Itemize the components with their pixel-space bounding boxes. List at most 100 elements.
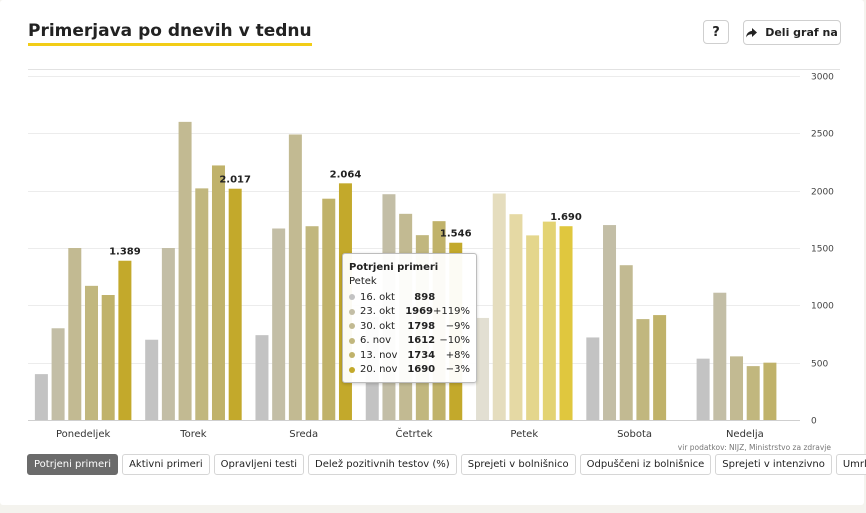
bar [255,335,269,420]
data-label: 2.064 [330,169,362,180]
x-tick-label: Torek [179,429,207,440]
bar [476,317,490,420]
x-tick-label: Sreda [289,429,318,440]
share-arrow-icon [746,27,758,37]
tooltip-row-label: 23. okt [360,306,395,318]
bar [68,248,82,420]
bar [526,235,540,420]
data-label: 2.017 [219,175,251,186]
tooltip-row-label: 20. nov [360,364,398,376]
share-button-label: Deli graf na [765,26,838,39]
tooltip-row-change: −10% [439,335,470,347]
metric-tabs: Potrjeni primeri Aktivni primeri Opravljen… [27,454,866,475]
y-tick-label: 1500 [811,245,834,255]
metric-tab[interactable]: Odpuščeni iz bolnišnice [579,454,712,475]
bar [746,366,760,420]
bar [228,188,242,420]
bar [636,319,650,420]
bar [559,226,573,420]
data-label: 1.690 [550,212,582,223]
y-tick-label: 2500 [811,130,834,140]
bar [713,292,727,420]
chart-tooltip: Potrjeni primeri Petek 16. okt 898 23. okt… [342,253,477,383]
tooltip-row-value: 1798 [407,320,436,332]
x-tick-label: Četrtek [395,427,432,440]
bar [161,248,175,420]
bar [492,193,506,420]
tooltip-row-label: 6. nov [360,335,392,347]
legend-dot-icon [349,323,355,330]
bar [542,221,556,420]
tooltip-row: 20. nov 1690 −3% [349,363,470,378]
bar [272,228,286,420]
tooltip-row-change: +119% [433,306,470,318]
tooltip-row: 30. okt 1798 −9% [349,319,470,334]
bar [586,337,600,420]
x-tick-label: Sobota [617,429,652,440]
tooltip-row: 6. nov 1612 −10% [349,334,470,349]
bar [84,285,98,420]
legend-dot-icon [349,352,355,359]
tooltip-day: Petek [349,276,377,287]
x-tick-label: Ponedeljek [56,429,110,440]
bar [101,295,115,420]
y-tick-label: 2000 [811,188,834,198]
help-button[interactable]: ? [703,20,729,44]
bar [288,134,302,421]
bar [145,339,159,420]
bar [653,315,667,420]
share-button[interactable]: Deli graf na [743,20,841,45]
bar [509,214,523,420]
bar [178,121,192,420]
y-tick-label: 0 [811,417,817,427]
metric-tab[interactable]: Opravljeni testi [213,454,305,475]
tooltip-row: 23. okt 1969 +119% [349,305,470,320]
x-tick-label: Nedelja [726,429,764,440]
metric-tab[interactable]: Delež pozitivnih testov (%) [308,454,457,475]
bar [195,188,209,420]
metric-tab[interactable]: Sprejeti v bolnišnico [460,454,576,475]
chart-title: Primerjava po dnevih v tednu [28,20,312,46]
legend-dot-icon [349,366,355,373]
tooltip-row: 16. okt 898 [349,290,470,305]
data-source: vir podatkov: NIJZ, Ministrstvo za zdrav… [677,443,831,452]
y-tick-label: 1000 [811,302,834,312]
tooltip-row-value: 1734 [407,349,436,361]
bar [603,225,617,420]
tooltip-row-value: 898 [414,291,436,303]
bar [763,362,777,420]
bar [211,165,225,420]
tooltip-row-value: 1612 [407,335,436,347]
bar [305,226,319,420]
tooltip-row-label: 30. okt [360,320,395,332]
bar [34,374,48,420]
metric-tab[interactable]: Umrli [835,454,866,475]
tooltip-row: 13. nov 1734 +8% [349,348,470,363]
tooltip-title: Potrjeni primeri [349,262,439,273]
tooltip-row-value: 1690 [407,364,436,376]
tooltip-row-label: 16. okt [360,291,395,303]
metric-tab[interactable]: Potrjeni primeri [27,454,119,475]
data-label: 1.546 [440,229,472,240]
data-label: 1.389 [109,247,141,258]
tooltip-row-change: −9% [445,320,470,332]
bar [322,198,336,420]
metric-tab[interactable]: Sprejeti v intenzivno [715,454,832,475]
x-tick-label: Petek [510,429,538,440]
bar [51,328,65,420]
tooltip-row-label: 13. nov [360,349,398,361]
bar [619,265,633,420]
metric-tab[interactable]: Aktivni primeri [122,454,210,475]
legend-dot-icon [349,308,355,315]
tooltip-row-value: 1969 [405,306,434,318]
y-tick-label: 3000 [811,73,834,83]
tooltip-row-change: +8% [445,349,470,361]
legend-dot-icon [349,337,355,344]
bar [730,356,744,420]
legend-dot-icon [349,294,355,301]
tooltip-row-change: −3% [445,364,470,376]
bar [118,260,132,420]
bar [696,358,710,420]
y-tick-label: 500 [811,360,828,370]
